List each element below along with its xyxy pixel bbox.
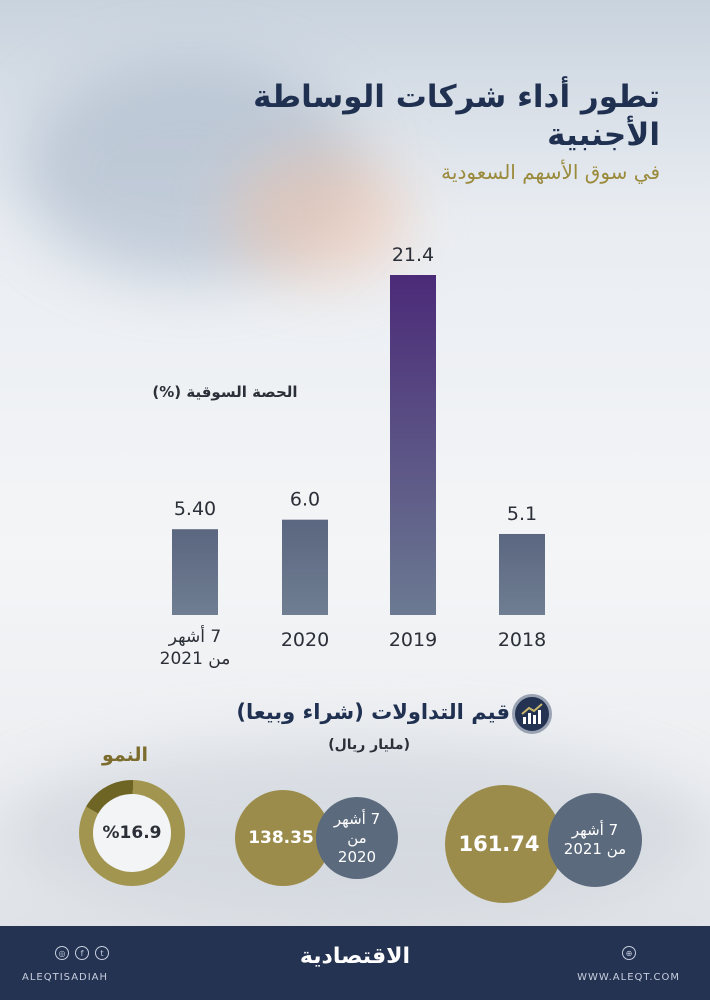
page-subtitle: في سوق الأسهم السعودية [441, 160, 660, 184]
x-tick-label-2: 2019 [389, 629, 437, 651]
bar-value-label-2: 21.4 [392, 244, 434, 266]
brand-logo: الاقتصادية [299, 944, 411, 969]
trading-period-2020: 7 أشهر من 2020 [316, 797, 398, 879]
growth-value: %16.9 [93, 794, 171, 872]
twitter-icon[interactable]: t [95, 946, 109, 960]
globe-icon[interactable]: ⊕ [622, 946, 636, 960]
bar-1 [282, 519, 328, 615]
trading-value-2021: 161.74 [445, 785, 563, 903]
x-tick-label-0-1: من 2021 [160, 649, 231, 669]
bar-value-label-0: 5.40 [174, 498, 216, 520]
bar-3 [499, 533, 545, 615]
bar-value-label-3: 5.1 [507, 503, 537, 525]
x-tick-label-0-0: 7 أشهر [168, 625, 221, 647]
instagram-icon[interactable]: ◎ [55, 946, 69, 960]
bar-2 [390, 275, 436, 615]
footer: ◎ f t ALEQTISADIAH الاقتصادية ⊕ WWW.ALEQ… [0, 926, 710, 1000]
bar-0 [172, 529, 218, 615]
facebook-icon[interactable]: f [75, 946, 89, 960]
background-glow-warm [230, 150, 410, 280]
x-tick-label-1: 2020 [281, 629, 329, 651]
bar-value-label-1: 6.0 [290, 489, 320, 511]
trading-period-2021: 7 أشهر من 2021 [548, 793, 642, 887]
chart-growth-icon [512, 694, 552, 734]
page-title: تطور أداء شركات الوساطة الأجنبية [253, 79, 660, 153]
website-link[interactable]: WWW.ALEQT.COM [577, 972, 680, 983]
social-handle[interactable]: ALEQTISADIAH [22, 972, 109, 983]
trading-unit: (مليار ريال) [328, 737, 410, 753]
growth-title: النمو [101, 744, 149, 766]
x-tick-label-3: 2018 [498, 629, 546, 651]
chart-title: الحصة السوقية (%) [152, 383, 298, 401]
trading-value-2020: 138.35 [235, 790, 331, 886]
trading-values-title: قيم التداولات (شراء وبيعا) [236, 700, 510, 724]
growth-donut: %16.9 [79, 780, 185, 886]
